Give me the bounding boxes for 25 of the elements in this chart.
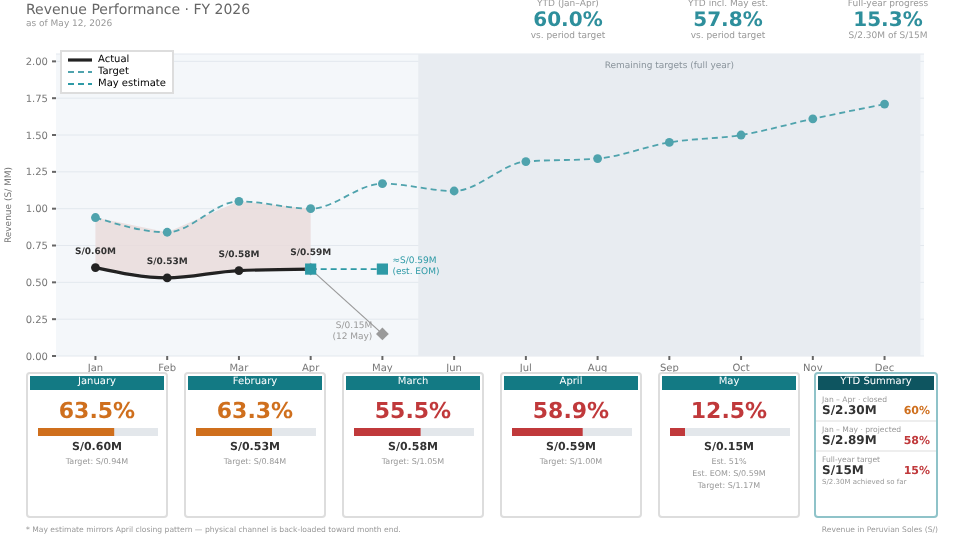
data-label: 58.9% [530,398,612,424]
text: 15.3% [853,10,923,32]
point [91,213,100,222]
text: 57.8% [693,10,763,32]
point [376,263,388,275]
data-label: 63.3% [214,398,296,424]
text: 60.0% [533,10,603,32]
data-label: 63.5% [56,398,138,424]
point [378,179,387,189]
point [162,273,172,283]
point [376,327,389,341]
point [162,227,172,237]
point [521,157,531,166]
point [91,263,100,273]
point [449,186,459,196]
data-label: 55.5% [372,398,454,424]
data-label: 12.5% [688,398,770,424]
point [880,99,889,109]
point [306,204,316,214]
point [664,137,674,147]
point [808,114,818,124]
point [234,266,244,275]
point [234,196,244,206]
point [736,130,746,140]
point [593,154,602,163]
